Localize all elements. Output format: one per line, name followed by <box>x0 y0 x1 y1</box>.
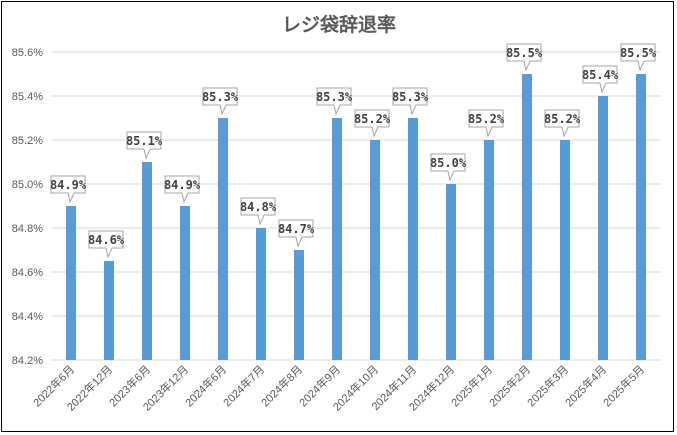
y-tick-label: 85.2% <box>12 135 43 147</box>
data-label-callout <box>354 109 390 138</box>
data-label: 85.2% <box>468 112 505 126</box>
data-label-callout <box>164 175 200 204</box>
data-label-callout <box>392 87 428 116</box>
bar <box>256 228 266 360</box>
y-tick-label: 84.6% <box>12 267 43 279</box>
data-label-callout <box>468 109 504 138</box>
bar <box>332 118 342 360</box>
bar <box>408 118 418 360</box>
data-label-callout <box>430 153 466 182</box>
x-tick-label: 2025年5月 <box>600 362 647 409</box>
data-label: 85.3% <box>202 90 239 104</box>
y-tick-label: 84.4% <box>12 311 43 323</box>
data-label: 85.5% <box>620 46 657 60</box>
data-label: 85.3% <box>392 90 429 104</box>
data-label: 85.2% <box>544 112 581 126</box>
data-labels: 84.9% 84.6% 85.1% 84.9% 85.3% 84.8%84.7% 85.3%… <box>50 43 657 259</box>
data-label: 85.5% <box>506 46 543 60</box>
data-label-callout <box>544 109 580 138</box>
x-axis-ticks: 2022年6月2022年12月2023年6月2023年12月2024年6月202… <box>30 362 647 413</box>
bar <box>560 140 570 360</box>
data-label-callout <box>126 131 162 160</box>
y-tick-label: 84.8% <box>12 223 43 235</box>
data-label: 85.3% <box>316 90 353 104</box>
data-label: 85.1% <box>126 134 163 148</box>
bar <box>104 261 114 360</box>
bar <box>598 96 608 360</box>
data-label: 85.4% <box>582 68 619 82</box>
bar <box>218 118 228 360</box>
data-label-callout <box>278 219 314 248</box>
data-label-callout <box>202 87 238 116</box>
y-tick-label: 85.0% <box>12 179 43 191</box>
y-tick-label: 84.2% <box>12 355 43 367</box>
bar <box>484 140 494 360</box>
bar <box>294 250 304 360</box>
data-label-callout <box>88 230 124 259</box>
bar <box>370 140 380 360</box>
y-tick-label: 85.4% <box>12 91 43 103</box>
data-label: 84.7% <box>278 222 315 236</box>
chart-title: レジ袋辞退率 <box>282 13 396 36</box>
bar <box>180 206 190 360</box>
data-label-callout <box>582 65 618 94</box>
y-axis-ticks: 84.2% 84.4% 84.6% 84.8% 85.0% 85.2% 85.4% 85.6% <box>12 47 43 367</box>
data-label: 84.6% <box>88 233 125 247</box>
data-label: 84.8% <box>240 200 277 214</box>
bar <box>66 206 76 360</box>
data-label: 84.9% <box>164 178 201 192</box>
data-label: 85.2% <box>354 112 391 126</box>
data-label-callout <box>240 197 276 226</box>
y-tick-label: 85.6% <box>12 47 43 59</box>
data-label: 85.0% <box>430 156 467 170</box>
data-label-callout <box>50 175 86 204</box>
data-label: 84.9% <box>50 178 87 192</box>
bar <box>636 74 646 360</box>
bars <box>66 74 646 360</box>
data-label-callout <box>316 87 352 116</box>
bar <box>446 184 456 360</box>
bar <box>142 162 152 360</box>
data-label-callout <box>506 43 542 72</box>
data-label-callout <box>620 43 656 72</box>
bar <box>522 74 532 360</box>
